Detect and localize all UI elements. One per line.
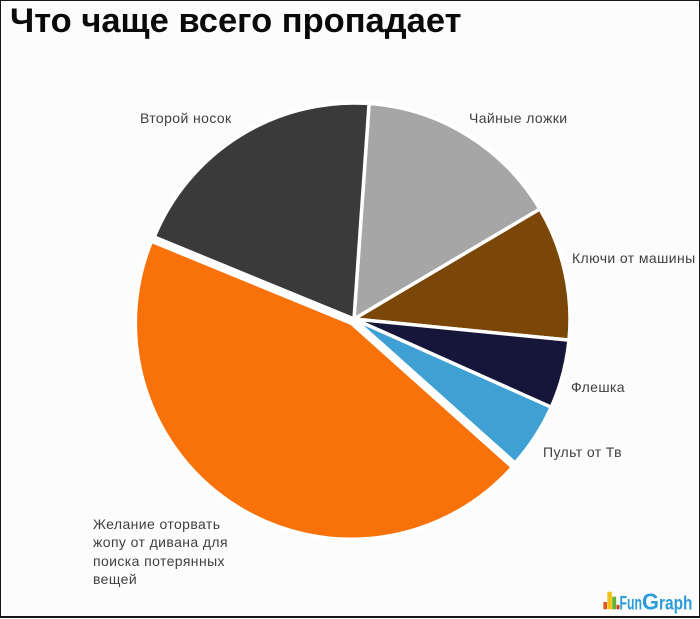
svg-text:G: G (642, 589, 659, 615)
svg-text:Fun: Fun (620, 594, 643, 615)
svg-text:raph: raph (659, 594, 693, 615)
